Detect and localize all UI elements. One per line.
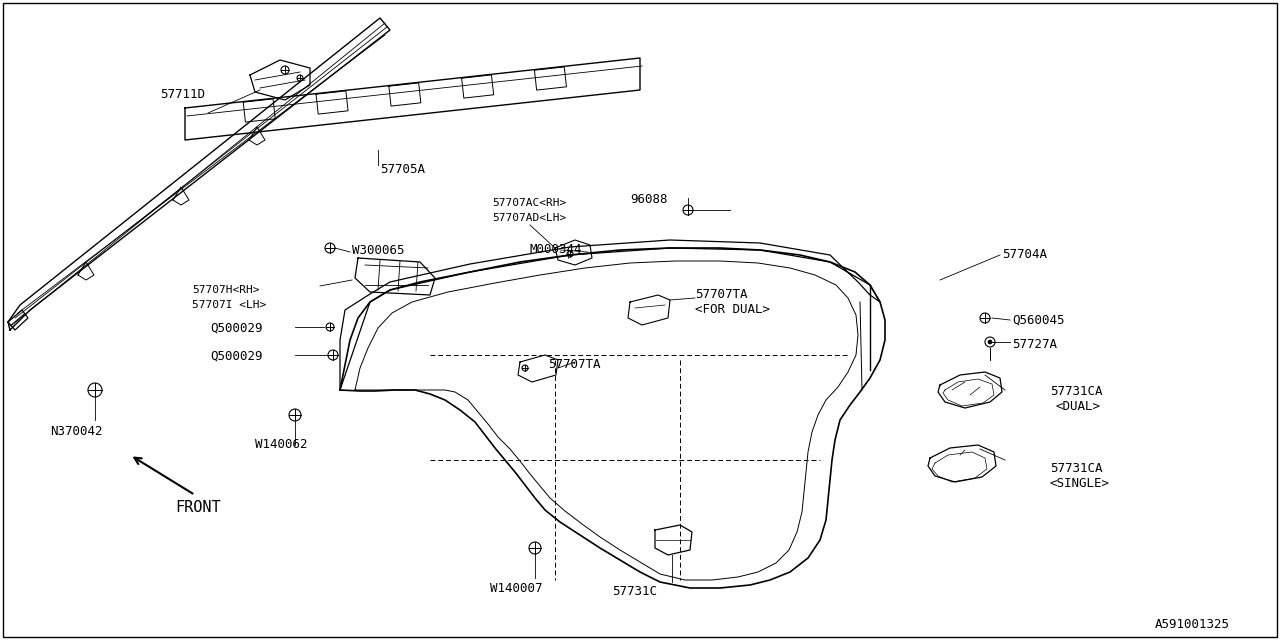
Text: 57707TA: 57707TA [548,358,600,371]
Text: FRONT: FRONT [175,500,220,515]
Circle shape [988,340,992,344]
Text: M000344: M000344 [530,243,582,256]
Text: 57731CA: 57731CA [1050,385,1102,398]
Text: N370042: N370042 [50,425,102,438]
Text: W300065: W300065 [352,244,404,257]
Text: <SINGLE>: <SINGLE> [1050,477,1110,490]
Text: A591001325: A591001325 [1155,618,1230,631]
Text: 57727A: 57727A [1012,338,1057,351]
Text: W140007: W140007 [490,582,543,595]
Text: Q500029: Q500029 [210,322,262,335]
Text: 57731C: 57731C [612,585,657,598]
Text: 57707I <LH>: 57707I <LH> [192,300,266,310]
Text: 96088: 96088 [630,193,667,206]
Text: Q500029: Q500029 [210,350,262,363]
Text: 57704A: 57704A [1002,248,1047,261]
Text: 57707H<RH>: 57707H<RH> [192,285,260,295]
Text: Q560045: Q560045 [1012,314,1065,327]
Text: 57707AD<LH>: 57707AD<LH> [492,213,566,223]
Text: <FOR DUAL>: <FOR DUAL> [695,303,771,316]
Text: 57731CA: 57731CA [1050,462,1102,475]
Text: 57711D: 57711D [160,88,205,101]
Text: W140062: W140062 [255,438,307,451]
Text: <DUAL>: <DUAL> [1055,400,1100,413]
Text: 57707TA: 57707TA [695,288,748,301]
Text: 57707AC<RH>: 57707AC<RH> [492,198,566,208]
Text: 57705A: 57705A [380,163,425,176]
